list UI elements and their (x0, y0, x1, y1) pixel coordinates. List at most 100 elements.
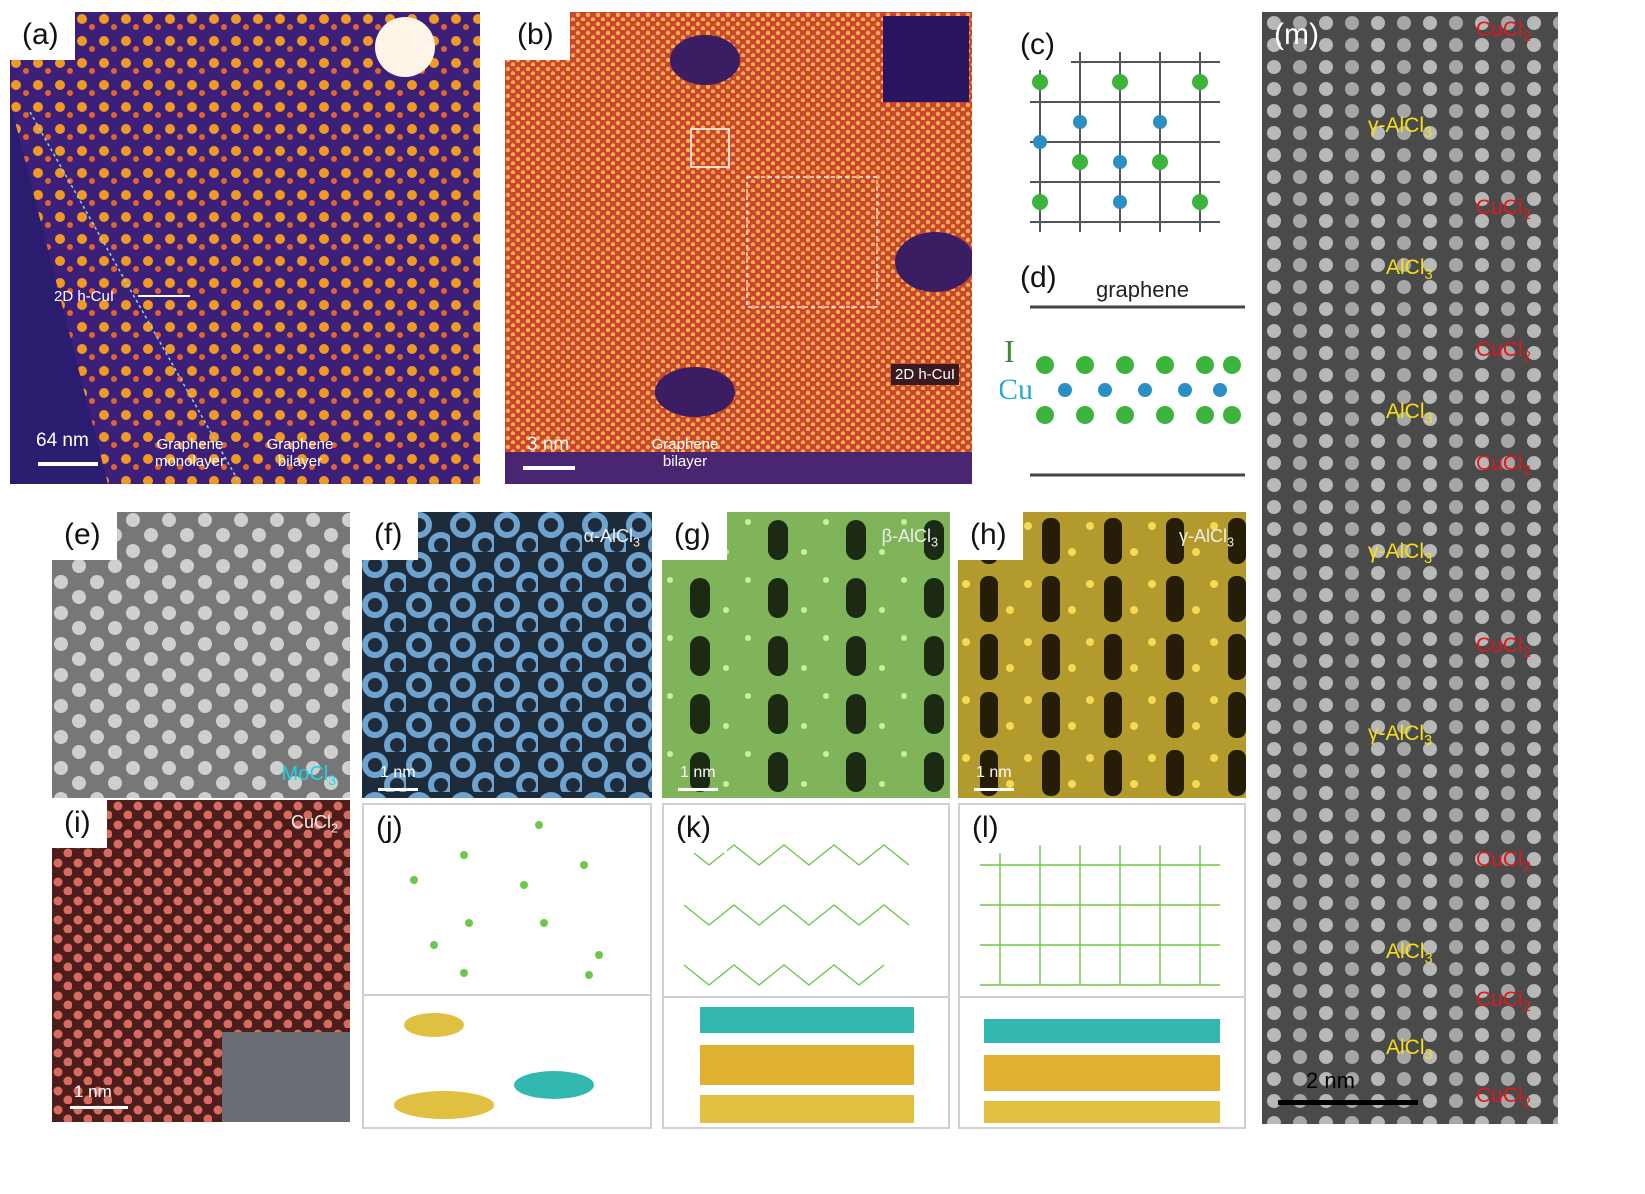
arrow-icon (138, 295, 190, 297)
m-layer-7: CuCl2 (1476, 452, 1531, 479)
panel-g-scale-text: 1 nm (680, 764, 716, 781)
m-layer-5-sub: 2 (1522, 349, 1531, 366)
panel-l-image (960, 805, 1244, 1127)
m-layer-6-text: AlCl (1386, 400, 1425, 423)
panel-g-material-sub: 3 (930, 535, 938, 550)
m-layer-12-sub: 3 (1424, 951, 1433, 968)
panel-a-label: (a) (10, 12, 75, 60)
m-layer-9-sub: 2 (1522, 645, 1531, 662)
panel-m-image (1262, 12, 1558, 1124)
panel-b-material: 2D h-CuI (891, 364, 960, 385)
panel-a-region-left: Graphene monolayer (154, 436, 226, 470)
panel-j: (j) (362, 803, 652, 1129)
m-layer-3-sub: 2 (1522, 207, 1531, 224)
panel-i-material: CuCl2 (291, 812, 338, 836)
m-layer-4-text: AlCl (1386, 256, 1425, 279)
panel-c-label: (c) (1008, 22, 1071, 70)
m-layer-14-text: AlCl (1386, 1036, 1425, 1059)
m-layer-1: CuCl2 (1476, 18, 1531, 45)
panel-j-label: (j) (364, 805, 419, 853)
panel-k-image (664, 805, 948, 1127)
m-layer-11-sub: 2 (1522, 859, 1531, 876)
panel-h-scale-text: 1 nm (976, 764, 1012, 781)
panel-b: (b) 2D h-CuI 3 nm Graphene bilayer (505, 12, 972, 484)
m-layer-1-sub: 2 (1522, 29, 1531, 46)
panel-c: (c) (1000, 12, 1255, 252)
panel-a-scale-text: 64 nm (36, 430, 89, 451)
panel-a-region-right: Graphene bilayer (266, 436, 334, 470)
panel-g-scalebar (678, 788, 718, 791)
m-layer-7-sub: 2 (1522, 463, 1531, 480)
m-layer-8-sub: 3 (1424, 551, 1433, 568)
panel-h: (h) γ-AlCl3 1 nm (958, 512, 1246, 798)
panel-j-image (364, 805, 650, 1127)
panel-e-label: (e) (52, 512, 117, 560)
m-layer-6: AlCl3 (1386, 400, 1433, 427)
panel-f-scale-text: 1 nm (380, 764, 416, 781)
panel-b-scale-text: 3 nm (527, 434, 570, 455)
panel-i-label: (i) (52, 800, 107, 848)
panel-d: (d) graphene I Cu (1000, 255, 1255, 487)
panel-d-atom-cu: Cu (1000, 373, 1034, 406)
m-layer-8: γ-AlCl3 (1368, 540, 1432, 567)
m-layer-4-sub: 3 (1424, 267, 1433, 284)
panel-l: (l) (958, 803, 1246, 1129)
panel-e-material-sub: 3 (328, 772, 336, 788)
panel-i-material-sub: 2 (330, 821, 338, 836)
panel-e-material-text: MoCl (281, 763, 329, 785)
m-layer-5: CuCl2 (1476, 338, 1531, 365)
panel-h-material-sub: 3 (1226, 535, 1234, 550)
m-layer-12: AlCl3 (1386, 940, 1433, 967)
m-layer-10: γ-AlCl3 (1368, 722, 1432, 749)
panel-i-scalebar (70, 1106, 128, 1109)
panel-h-label: (h) (958, 512, 1023, 560)
m-layer-6-sub: 3 (1424, 411, 1433, 428)
panel-e-material: MoCl3 (282, 763, 336, 788)
m-layer-15: CuCl2 (1476, 1084, 1531, 1111)
panel-f: (f) α-AlCl3 1 nm (362, 512, 652, 798)
panel-k: (k) (662, 803, 950, 1129)
panel-g: (g) β-AlCl3 1 nm (662, 512, 950, 798)
m-layer-2-text: γ-AlCl (1368, 114, 1424, 137)
panel-m-scale-text: 2 nm (1306, 1068, 1355, 1093)
panel-h-material-text: γ-AlCl (1178, 526, 1227, 546)
panel-i-scale-text: 1 nm (74, 1082, 112, 1101)
m-layer-3: CuCl2 (1476, 196, 1531, 223)
panel-e: (e) MoCl3 (52, 512, 350, 798)
panel-h-material: γ-AlCl3 (1179, 526, 1234, 550)
panel-g-material-text: β-AlCl (881, 526, 931, 546)
m-layer-8-text: γ-AlCl (1368, 540, 1424, 563)
m-layer-4: AlCl3 (1386, 256, 1433, 283)
panel-d-top-layer: graphene (1096, 277, 1189, 302)
m-layer-15-text: CuCl (1476, 1084, 1523, 1107)
m-layer-15-sub: 2 (1522, 1095, 1531, 1112)
m-layer-7-text: CuCl (1476, 452, 1523, 475)
m-layer-11: CuCl2 (1476, 848, 1531, 875)
m-layer-13-text: CuCl (1476, 988, 1523, 1011)
panel-a: (a) 2D h-CuI 64 nm Graphene monolayer Gr… (10, 12, 480, 484)
panel-m: (m) CuCl2 γ-AlCl3 CuCl2 AlCl3 CuCl2 AlCl… (1262, 12, 1558, 1124)
m-layer-2-sub: 3 (1424, 125, 1433, 142)
panel-i: (i) CuCl2 1 nm (52, 800, 350, 1122)
panel-f-material: α-AlCl3 (584, 526, 640, 550)
panel-d-structure (1030, 305, 1245, 477)
panel-g-material: β-AlCl3 (882, 526, 938, 550)
m-layer-9: CuCl2 (1476, 634, 1531, 661)
panel-b-label: (b) (505, 12, 570, 60)
panel-b-image (505, 12, 972, 484)
panel-f-scalebar (378, 788, 418, 791)
panel-b-scalebar (523, 466, 575, 470)
panel-f-material-text: α-AlCl (583, 526, 633, 546)
m-layer-10-sub: 3 (1424, 733, 1433, 750)
m-layer-1-text: CuCl (1476, 18, 1523, 41)
m-layer-10-text: γ-AlCl (1368, 722, 1424, 745)
panel-l-label: (l) (960, 805, 1015, 853)
m-layer-3-text: CuCl (1476, 196, 1523, 219)
panel-a-arrow-label: 2D h-CuI (54, 288, 115, 305)
m-layer-14-sub: 3 (1424, 1047, 1433, 1064)
m-layer-5-text: CuCl (1476, 338, 1523, 361)
panel-a-scalebar (38, 462, 98, 466)
m-layer-14: AlCl3 (1386, 1036, 1433, 1063)
panel-c-structure (1030, 52, 1220, 232)
panel-d-atom-i: I (1004, 333, 1015, 369)
